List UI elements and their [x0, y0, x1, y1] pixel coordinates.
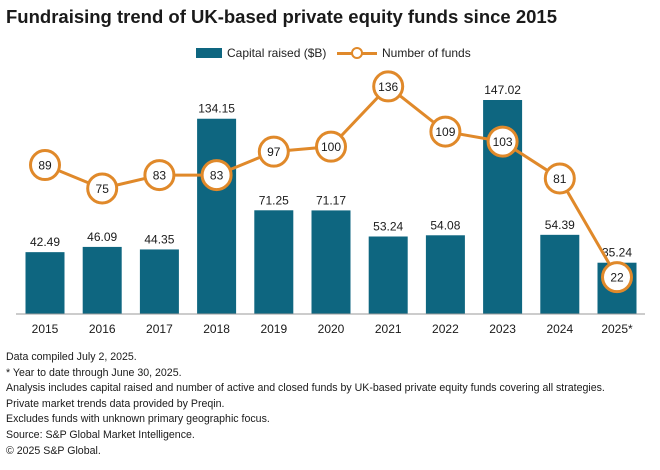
footnote-copyright: © 2025 S&P Global.	[6, 444, 101, 457]
combo-chart: 42.49 46.09 44.35 134.15 71.25 71.17 53.24 54.0…	[16, 70, 645, 336]
bar-2019	[254, 210, 294, 314]
x-tick-label: 2022	[432, 322, 459, 336]
footnote-source: Source: S&P Global Market Intelligence.	[6, 428, 195, 441]
bar-value-label: 42.49	[30, 235, 60, 249]
legend-item-funds: Number of funds	[337, 46, 471, 60]
chart-title: Fundraising trend of UK-based private eq…	[6, 6, 557, 27]
funds-value-label: 89	[38, 159, 52, 173]
bar-value-label: 53.24	[373, 220, 403, 234]
funds-value-label: 97	[267, 145, 281, 159]
funds-value-label: 75	[96, 182, 110, 196]
bar-value-label: 71.17	[316, 193, 346, 207]
legend-label-capital: Capital raised ($B)	[227, 46, 327, 60]
legend: Capital raised ($B) Number of funds	[0, 46, 660, 66]
funds-marker	[200, 159, 233, 192]
x-tick-label: 2019	[260, 322, 287, 336]
funds-marker	[486, 125, 519, 158]
x-tick-label: 2025*	[601, 322, 633, 336]
x-tick-label: 2016	[89, 322, 116, 336]
funds-marker	[315, 130, 347, 163]
footnote-excludes: Excludes funds with unknown primary geog…	[6, 413, 270, 426]
x-tick-label: 2020	[318, 322, 345, 336]
funds-value-label: 100	[321, 140, 341, 154]
funds-value-label: 81	[553, 172, 567, 186]
bar-value-label: 54.39	[545, 218, 575, 232]
footnote-analysis: Analysis includes capital raised and num…	[6, 382, 605, 395]
x-tick-label: 2018	[203, 322, 230, 336]
funds-marker	[543, 162, 576, 195]
funds-marker	[372, 70, 405, 103]
funds-value-label: 136	[378, 80, 398, 94]
legend-item-capital: Capital raised ($B)	[196, 46, 326, 60]
x-tick-label: 2015	[32, 322, 59, 336]
bar-value-label: 134.15	[198, 102, 235, 116]
funds-value-label: 83	[153, 169, 167, 183]
funds-marker	[143, 159, 176, 192]
bar-value-label: 44.35	[144, 232, 174, 246]
footnotes: Data compiled July 2, 2025. * Year to da…	[6, 350, 605, 459]
funds-marker	[29, 149, 61, 182]
bar-value-label: 35.24	[602, 246, 632, 260]
bar-2021	[368, 236, 408, 314]
funds-marker	[257, 135, 290, 168]
bar-2016	[82, 246, 122, 314]
funds-value-label: 103	[493, 135, 513, 149]
funds-marker	[86, 172, 119, 205]
funds-marker	[429, 115, 462, 148]
bar-2015	[25, 252, 65, 314]
x-tick-label: 2024	[546, 322, 573, 336]
footnote-compiled: Data compiled July 2, 2025.	[6, 351, 137, 363]
legend-line-swatch	[337, 47, 377, 59]
funds-marker	[601, 261, 633, 294]
footnote-preqin: Private market trends data provided by P…	[6, 397, 225, 410]
funds-value-label: 109	[435, 125, 455, 139]
bar-2022	[425, 235, 465, 314]
legend-label-funds: Number of funds	[382, 46, 471, 60]
x-tick-label: 2021	[375, 322, 402, 336]
bar-2024	[540, 234, 580, 314]
bar-2017	[139, 249, 179, 314]
bar-2020	[311, 210, 351, 314]
x-tick-label: 2017	[146, 322, 173, 336]
bar-value-label: 46.09	[87, 230, 117, 244]
funds-value-label: 22	[610, 271, 624, 285]
legend-bar-swatch	[196, 48, 222, 58]
x-tick-label: 2023	[489, 322, 516, 336]
footnote-ytd: * Year to date through June 30, 2025.	[6, 366, 182, 379]
bar-value-label: 147.02	[484, 83, 521, 97]
bar-value-label: 71.25	[259, 193, 289, 207]
funds-value-label: 83	[210, 169, 224, 183]
bar-2018	[197, 118, 237, 314]
bar-value-label: 54.08	[430, 218, 460, 232]
